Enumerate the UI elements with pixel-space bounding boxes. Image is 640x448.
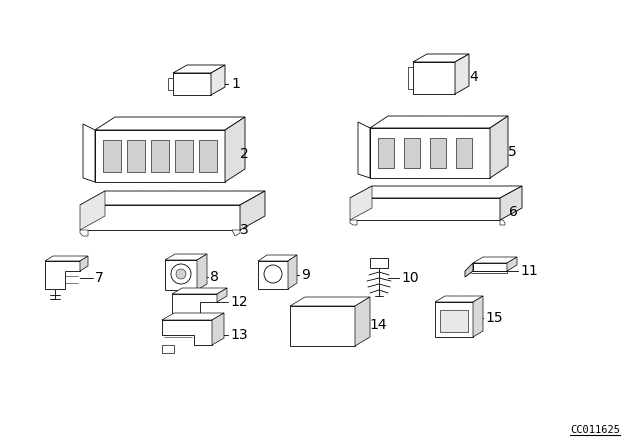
Polygon shape [413,62,455,94]
Polygon shape [225,117,245,182]
Polygon shape [211,65,225,95]
Polygon shape [199,140,217,172]
Polygon shape [240,191,265,230]
Polygon shape [165,254,207,260]
Polygon shape [290,297,370,306]
Polygon shape [456,138,472,168]
Polygon shape [172,294,217,314]
Text: 4: 4 [469,70,477,84]
Polygon shape [465,271,507,273]
Polygon shape [80,230,88,236]
Text: 14: 14 [369,318,387,332]
Polygon shape [80,191,265,205]
Text: 5: 5 [508,145,516,159]
Polygon shape [435,302,473,337]
Polygon shape [172,288,227,294]
Polygon shape [80,256,88,271]
Polygon shape [435,296,483,302]
Polygon shape [500,186,522,220]
Polygon shape [80,205,240,230]
Polygon shape [165,260,197,290]
Polygon shape [258,255,297,261]
Text: 13: 13 [230,328,248,342]
Polygon shape [355,297,370,346]
Polygon shape [473,257,517,263]
Polygon shape [430,138,446,168]
Polygon shape [350,220,357,225]
Polygon shape [80,191,105,230]
Polygon shape [413,54,469,62]
Polygon shape [258,261,288,289]
Ellipse shape [176,269,186,279]
Polygon shape [473,296,483,337]
Polygon shape [370,116,508,128]
Polygon shape [45,261,80,289]
Polygon shape [95,117,245,130]
Ellipse shape [171,264,191,284]
Polygon shape [370,128,490,178]
Polygon shape [212,313,224,345]
Polygon shape [500,220,505,225]
Text: 8: 8 [210,270,219,284]
Polygon shape [465,263,473,277]
Ellipse shape [264,265,282,283]
Polygon shape [95,130,225,182]
Polygon shape [288,255,297,289]
Polygon shape [127,140,145,172]
Polygon shape [217,288,227,302]
Polygon shape [162,320,212,345]
Text: 12: 12 [230,295,248,309]
Polygon shape [350,186,372,220]
Polygon shape [404,138,420,168]
Polygon shape [378,138,394,168]
Polygon shape [151,140,169,172]
Polygon shape [350,198,500,220]
Text: 15: 15 [485,311,502,325]
Polygon shape [197,254,207,290]
Polygon shape [175,140,193,172]
Text: 10: 10 [401,271,419,285]
Polygon shape [440,310,468,332]
Polygon shape [490,116,508,178]
Polygon shape [507,257,517,271]
Polygon shape [83,124,95,182]
Polygon shape [45,256,88,261]
Polygon shape [455,54,469,94]
Polygon shape [162,345,174,353]
Polygon shape [370,258,388,268]
Text: 11: 11 [520,264,538,278]
Text: 6: 6 [509,205,518,219]
Polygon shape [473,263,507,271]
Polygon shape [350,186,522,198]
Text: 1: 1 [231,77,240,91]
Polygon shape [290,306,355,346]
Polygon shape [162,313,224,320]
Polygon shape [103,140,121,172]
Text: 9: 9 [301,268,310,282]
Polygon shape [358,122,370,178]
Polygon shape [232,230,240,236]
Polygon shape [173,65,225,73]
Text: 2: 2 [240,147,249,161]
Text: 7: 7 [95,271,104,285]
Polygon shape [173,73,211,95]
Text: CC011625: CC011625 [570,425,620,435]
Text: 3: 3 [240,223,249,237]
